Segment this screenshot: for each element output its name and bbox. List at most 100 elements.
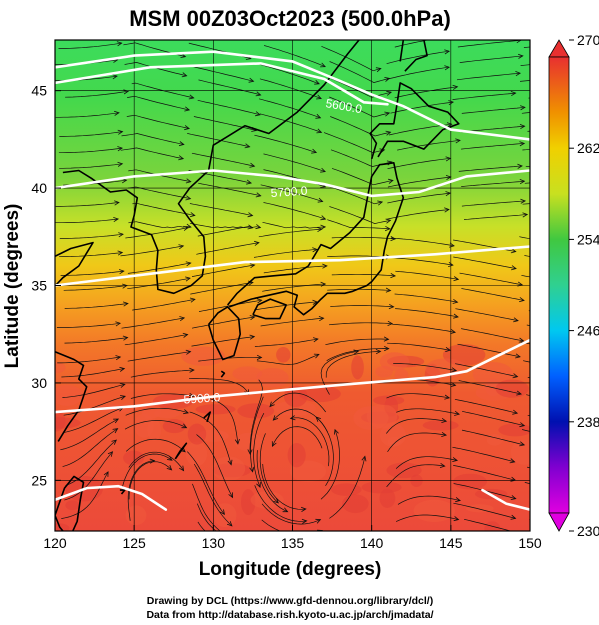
streamline <box>273 408 328 433</box>
streamline-arrow <box>115 321 121 327</box>
shading-patch <box>123 450 145 466</box>
shading-patch <box>240 489 256 516</box>
streamline-arrow <box>581 196 586 200</box>
contour-line <box>55 338 530 414</box>
streamline-arrow <box>188 94 195 100</box>
coastline <box>252 298 287 320</box>
y-tick-label: 40 <box>31 180 47 196</box>
streamline <box>254 485 307 522</box>
streamline-arrow <box>513 317 519 323</box>
streamline-arrow <box>185 261 192 267</box>
streamline-arrow <box>375 349 382 355</box>
streamline <box>463 214 528 220</box>
x-axis-label: Longitude (degrees) <box>199 559 382 580</box>
contour-line <box>481 488 530 511</box>
colorbar-tick-label: 262 <box>577 140 599 156</box>
streamline <box>128 451 184 471</box>
streamline <box>329 206 391 224</box>
streamline-arrow <box>520 198 527 204</box>
shading-patch <box>484 521 501 531</box>
streamline <box>328 322 393 326</box>
streamline <box>55 112 119 118</box>
streamline <box>331 273 396 277</box>
streamline-arrow <box>117 129 124 135</box>
streamline-arrow <box>312 247 318 253</box>
streamline <box>124 334 188 346</box>
streamline <box>63 395 126 416</box>
streamline-arrow <box>166 465 173 471</box>
streamline <box>263 202 326 220</box>
streamline <box>250 396 264 472</box>
streamline-arrow <box>581 369 586 373</box>
streamline-arrow <box>578 72 583 76</box>
streamline-arrow <box>178 244 185 250</box>
shading-patch <box>256 368 289 388</box>
streamline-arrow <box>520 105 526 111</box>
streamline-arrow <box>117 161 124 167</box>
streamline <box>127 277 191 290</box>
streamline-arrow <box>455 497 461 503</box>
streamline <box>122 453 173 488</box>
streamline-arrow <box>353 349 360 355</box>
y-axis: 25 30 35 40 45 <box>31 83 61 488</box>
streamline-arrow <box>315 113 322 119</box>
shading-patch <box>410 474 423 487</box>
credit-drawing: Drawing by DCL (https://www.gfd-dennou.o… <box>147 595 433 607</box>
streamline <box>329 456 366 519</box>
colorbar-tick-label: 238 <box>577 414 599 430</box>
contour-label: 5600.0 <box>325 96 364 116</box>
streamline <box>386 393 450 399</box>
streamline <box>191 152 255 167</box>
credit-data: Data from http://database.rish.kyoto-u.a… <box>146 609 433 621</box>
streamline <box>259 78 322 99</box>
streamline <box>461 180 525 187</box>
streamline-arrow <box>452 457 459 462</box>
streamline <box>260 317 324 327</box>
grid-lines <box>55 40 530 531</box>
streamline <box>59 233 124 239</box>
streamline-arrow <box>453 276 460 282</box>
colorbar-tick-label: 246 <box>577 323 599 339</box>
coastline <box>174 442 188 460</box>
streamline-arrow <box>386 90 393 96</box>
shading-patch <box>413 499 455 522</box>
shading-patch <box>342 494 369 514</box>
streamline-arrow <box>445 175 452 181</box>
streamline-arrow <box>316 94 322 100</box>
streamline <box>190 282 253 295</box>
streamline <box>64 337 128 344</box>
streamline-arrow <box>334 428 339 435</box>
streamline-arrow <box>388 178 394 184</box>
streamline <box>254 134 317 153</box>
shading-patch <box>162 419 186 434</box>
streamline <box>127 95 190 111</box>
streamline <box>390 101 454 114</box>
streamline <box>189 222 253 229</box>
streamline <box>192 483 221 531</box>
contour-label: 5700.0 <box>270 184 308 201</box>
streamline <box>124 420 187 430</box>
colorbar-tick-label: 270 <box>577 32 599 48</box>
y-tick-label: 30 <box>31 375 47 391</box>
streamline-arrow <box>320 224 327 230</box>
streamline <box>193 116 257 131</box>
streamline-arrow <box>249 466 255 473</box>
streamline <box>272 426 323 449</box>
streamline-arrow <box>580 104 585 108</box>
streamline <box>261 503 321 525</box>
streamline <box>461 200 526 207</box>
streamline <box>331 236 396 240</box>
streamline <box>329 96 390 118</box>
streamline-arrow <box>107 451 114 457</box>
streamline <box>197 226 261 237</box>
streamline-arrow <box>118 269 125 275</box>
streamline <box>395 270 459 280</box>
streamline-arrow <box>185 178 192 184</box>
streamline <box>453 465 516 481</box>
coastline <box>207 306 241 361</box>
colorbar-ticks: 270 262 254 246 238 230 <box>569 32 599 539</box>
streamline-arrow <box>122 301 129 307</box>
streamline-arrow <box>318 316 325 322</box>
streamline-arrow <box>273 498 279 504</box>
streamline-arrow <box>301 518 308 524</box>
